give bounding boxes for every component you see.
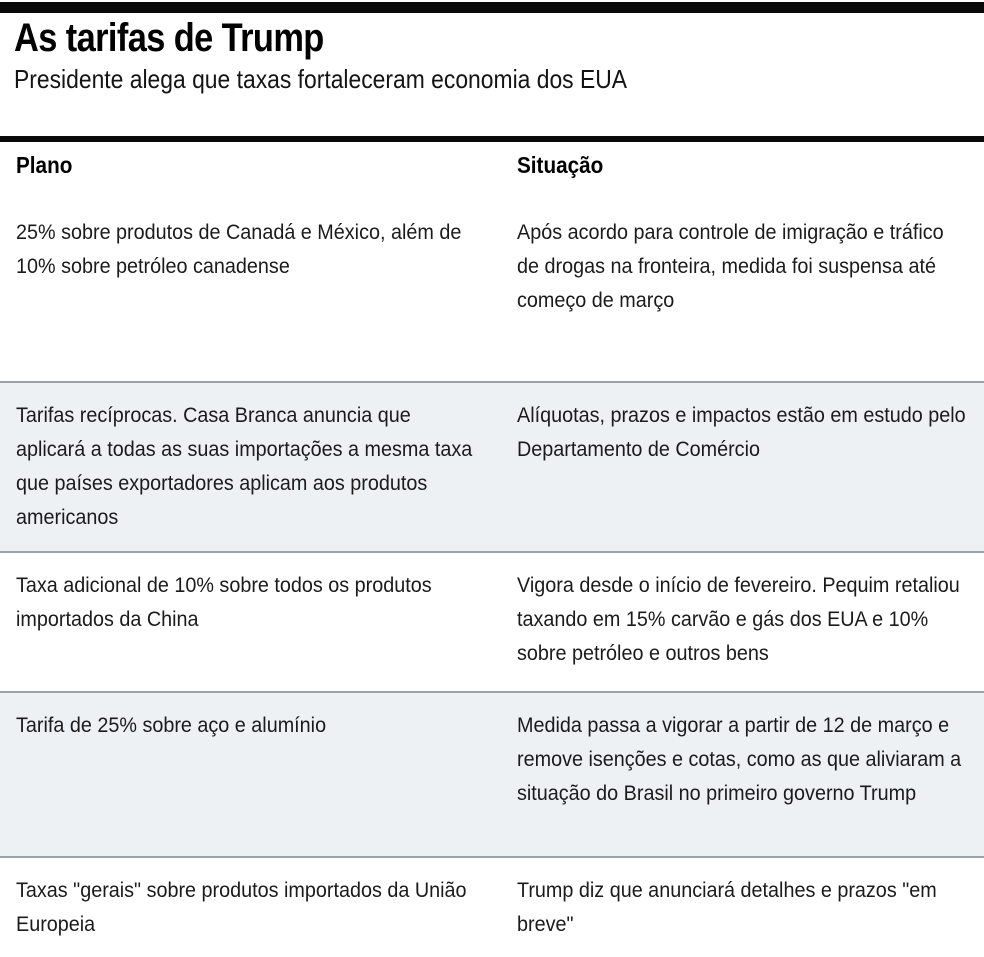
table-cell-plano-text: Taxas "gerais" sobre produtos importados… <box>16 878 467 936</box>
header-block: As tarifas de Trump Presidente alega que… <box>14 16 970 94</box>
table-cell-plano: 25% sobre produtos de Canadá e México, a… <box>0 198 503 381</box>
table-header-row: Plano Situação <box>0 142 984 198</box>
table-cell-plano-text: Taxa adicional de 10% sobre todos os pro… <box>16 573 432 631</box>
infographic-table: As tarifas de Trump Presidente alega que… <box>0 2 984 936</box>
table-cell-situacao-text: Vigora desde o início de fevereiro. Pequ… <box>517 573 960 665</box>
table-row: Taxa adicional de 10% sobre todos os pro… <box>0 551 984 691</box>
table-cell-plano: Taxa adicional de 10% sobre todos os pro… <box>0 551 503 691</box>
column-header-situacao-label: Situação <box>517 152 604 178</box>
page-subtitle: Presidente alega que taxas fortaleceram … <box>14 64 628 94</box>
column-header-plano: Plano <box>0 152 503 178</box>
table-cell-situacao: Medida passa a vigorar a partir de 12 de… <box>503 691 984 856</box>
table-row: Taxas "gerais" sobre produtos importados… <box>0 856 984 957</box>
table-row: Tarifas recíprocas. Casa Branca anuncia … <box>0 381 984 551</box>
table-cell-situacao: Alíquotas, prazos e impactos estão em es… <box>503 381 984 551</box>
row-separator <box>0 551 984 553</box>
row-separator <box>0 381 984 383</box>
table-row: Tarifa de 25% sobre aço e alumínio Medid… <box>0 691 984 856</box>
column-header-plano-label: Plano <box>16 152 73 178</box>
table-cell-plano: Tarifa de 25% sobre aço e alumínio <box>0 691 503 856</box>
top-black-rule <box>0 2 984 13</box>
table-cell-situacao-text: Trump diz que anunciará detalhes e prazo… <box>517 878 937 936</box>
table-cell-plano: Tarifas recíprocas. Casa Branca anuncia … <box>0 381 503 551</box>
row-separator <box>0 691 984 693</box>
header-heavy-rule <box>0 136 984 142</box>
table-cell-situacao-text: Após acordo para controle de imigração e… <box>517 220 944 312</box>
table-cell-plano-text: 25% sobre produtos de Canadá e México, a… <box>16 220 462 278</box>
table-cell-plano-text: Tarifa de 25% sobre aço e alumínio <box>16 713 327 737</box>
table-cell-situacao: Vigora desde o início de fevereiro. Pequ… <box>503 551 984 691</box>
table-cell-situacao-text: Medida passa a vigorar a partir de 12 de… <box>517 713 962 805</box>
row-separator <box>0 856 984 858</box>
tariff-table: Plano Situação 25% sobre produtos de Can… <box>0 142 984 957</box>
table-cell-plano-text: Tarifas recíprocas. Casa Branca anuncia … <box>16 403 473 529</box>
table-cell-situacao: Trump diz que anunciará detalhes e prazo… <box>503 856 984 957</box>
column-header-situacao: Situação <box>503 152 984 178</box>
table-cell-plano: Taxas "gerais" sobre produtos importados… <box>0 856 503 957</box>
table-cell-situacao-text: Alíquotas, prazos e impactos estão em es… <box>517 403 966 461</box>
table-row: 25% sobre produtos de Canadá e México, a… <box>0 198 984 381</box>
table-cell-situacao: Após acordo para controle de imigração e… <box>503 198 984 381</box>
page-title: As tarifas de Trump <box>14 16 324 60</box>
